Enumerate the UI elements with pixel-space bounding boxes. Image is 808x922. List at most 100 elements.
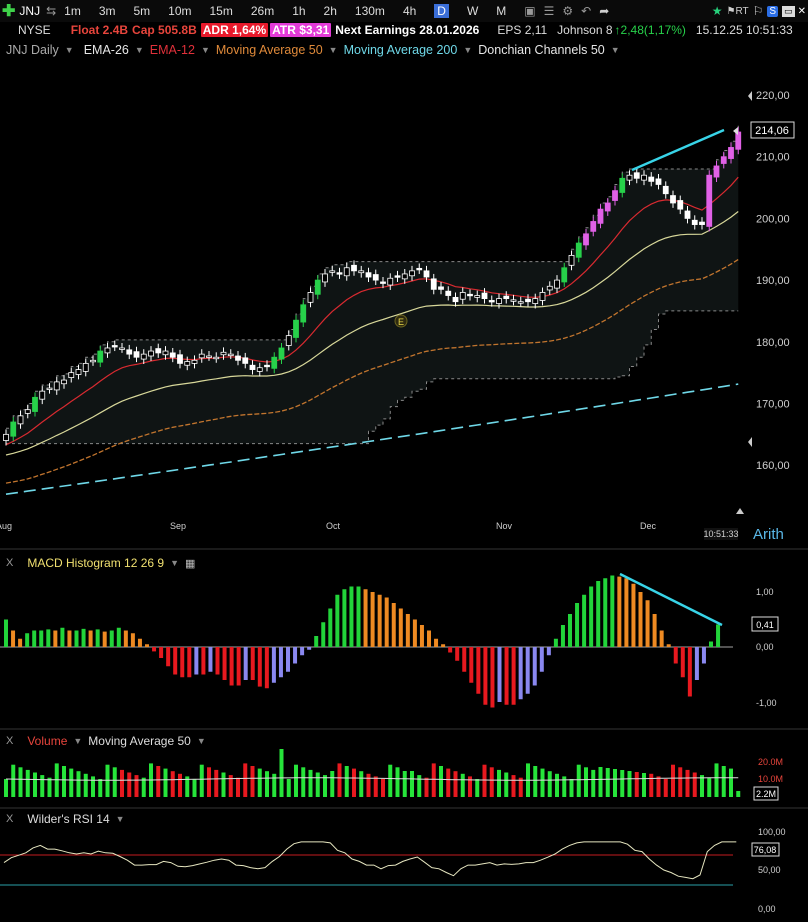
volume-bar — [439, 766, 443, 797]
timeframe-2h[interactable]: 2h — [323, 4, 337, 18]
macd-title[interactable]: MACD Histogram 12 26 9 — [27, 556, 165, 570]
legend-ma50[interactable]: Moving Average 50 — [215, 43, 323, 57]
macd-bar — [236, 647, 241, 686]
adr-badge: ADR 1,64% — [200, 23, 269, 37]
macd-bar — [596, 581, 601, 647]
candle-body — [300, 304, 307, 323]
volume-bar — [533, 766, 538, 797]
legend-ema26[interactable]: EMA-26 — [83, 43, 129, 57]
chevron-down-icon[interactable]: ▼ — [115, 814, 125, 824]
volume-bar — [540, 768, 545, 797]
chevron-down-icon[interactable]: ▼ — [610, 45, 620, 55]
settings-icon[interactable]: ⚙ — [562, 4, 574, 18]
macd-bar — [314, 636, 319, 647]
macd-bar — [419, 625, 424, 647]
volume-bar — [736, 791, 741, 797]
candle-body — [546, 285, 553, 291]
macd-bar — [617, 576, 622, 647]
volume-bar — [497, 769, 501, 797]
legend-donchian[interactable]: Donchian Channels 50 — [478, 43, 605, 57]
candle-body — [206, 355, 212, 358]
rsi-tick: 50,00 — [758, 865, 781, 875]
add-icon[interactable]: ✚ — [2, 3, 16, 20]
volume-bar — [395, 767, 400, 797]
macd-bar — [95, 629, 100, 647]
candle-body — [314, 279, 321, 295]
legend-ema12[interactable]: EMA-12 — [149, 43, 195, 57]
timeframe-W[interactable]: W — [466, 4, 479, 18]
exchange-label: NYSE — [18, 23, 51, 37]
chevron-down-icon[interactable]: ▼ — [134, 45, 144, 55]
candle-body — [133, 351, 140, 358]
volume-title[interactable]: Volume — [27, 734, 68, 748]
info-bar: NYSE Float 2.4B Cap 505.8B ADR 1,64% ATR… — [0, 20, 808, 40]
candle-body — [503, 295, 510, 300]
legend-ma200[interactable]: Moving Average 200 — [343, 43, 458, 57]
candle-body — [148, 350, 154, 357]
macd-trendline — [619, 572, 723, 627]
timeframe-1m[interactable]: 1m — [64, 4, 81, 18]
scroll-up-icon[interactable] — [736, 508, 744, 514]
candle-body — [162, 350, 169, 356]
volume-bar — [555, 773, 559, 797]
chevron-down-icon[interactable]: ▼ — [64, 45, 74, 55]
timeframe-D[interactable]: D — [434, 4, 449, 18]
rsi-title[interactable]: Wilder's RSI 14 — [27, 812, 110, 826]
timeframe-5m[interactable]: 5m — [133, 4, 151, 18]
volume-header: X Volume ▼ Moving Average 50 ▼ — [6, 734, 206, 748]
symbol-input[interactable]: JNJ — [19, 4, 41, 18]
volume-bar — [489, 767, 494, 797]
macd-bar — [18, 638, 23, 647]
timeframe-10m[interactable]: 10m — [168, 4, 192, 18]
timeframe-4h[interactable]: 4h — [402, 4, 417, 18]
volume-bar — [613, 769, 617, 797]
scale-toggle[interactable]: Arith — [753, 526, 784, 543]
watchlist-star-icon[interactable]: ★ — [711, 4, 723, 18]
timeframe-130m[interactable]: 130m — [354, 4, 385, 18]
chevron-down-icon[interactable]: ▼ — [170, 558, 179, 568]
list-icon[interactable]: ☰ — [543, 4, 555, 18]
earnings-marker[interactable] — [394, 314, 408, 328]
macd-bar — [278, 647, 283, 678]
volume-bar — [25, 769, 30, 797]
timeframe-1h[interactable]: 1h — [292, 4, 306, 18]
timeframe-26m[interactable]: 26m — [250, 4, 275, 18]
realtime-flag-icon[interactable]: ⚑RT — [726, 5, 749, 17]
scan-icon[interactable]: S — [767, 5, 779, 17]
macd-bar — [441, 644, 446, 647]
macd-bar — [412, 619, 417, 647]
volume-bar — [692, 772, 697, 797]
close-icon[interactable]: ✕ — [797, 5, 806, 17]
window-icon[interactable]: ▭ — [782, 5, 795, 17]
change-arrow-icon: ↑ — [614, 23, 621, 37]
chevron-down-icon[interactable]: ▼ — [463, 45, 473, 55]
eps-label: EPS 2,11 — [497, 23, 548, 37]
share-icon[interactable]: ➦ — [599, 4, 610, 18]
timeframe-M[interactable]: M — [496, 4, 507, 18]
close-icon[interactable]: X — [6, 557, 14, 569]
chevron-down-icon[interactable]: ▼ — [200, 45, 210, 55]
current-price: 214,06 — [755, 125, 789, 137]
chevron-down-icon[interactable]: ▼ — [73, 736, 83, 746]
candle-body — [119, 347, 125, 350]
close-icon[interactable]: X — [6, 813, 14, 825]
chevron-down-icon[interactable]: ▼ — [196, 736, 206, 746]
change-value: 2,48(1,17%) — [620, 23, 686, 37]
candle-body — [271, 356, 278, 369]
flag-icon[interactable]: ⚐ — [752, 4, 764, 18]
timeframe-15m[interactable]: 15m — [209, 4, 233, 18]
volume-ma-title[interactable]: Moving Average 50 — [88, 734, 191, 748]
volume-bar — [562, 776, 567, 797]
chart-type-icon[interactable]: ▣ — [524, 4, 536, 18]
chevron-down-icon[interactable]: ▼ — [328, 45, 338, 55]
undo-icon[interactable]: ↶ — [581, 4, 592, 18]
close-icon[interactable]: X — [6, 735, 14, 747]
timeframe-3m[interactable]: 3m — [98, 4, 116, 18]
macd-bar — [560, 625, 565, 647]
volume-bar — [257, 768, 262, 797]
macd-bar — [476, 647, 481, 694]
grid-icon[interactable]: ▦ — [184, 557, 196, 570]
chart-label[interactable]: JNJ Daily — [6, 43, 59, 57]
link-icon[interactable]: ⇆ — [46, 4, 57, 18]
